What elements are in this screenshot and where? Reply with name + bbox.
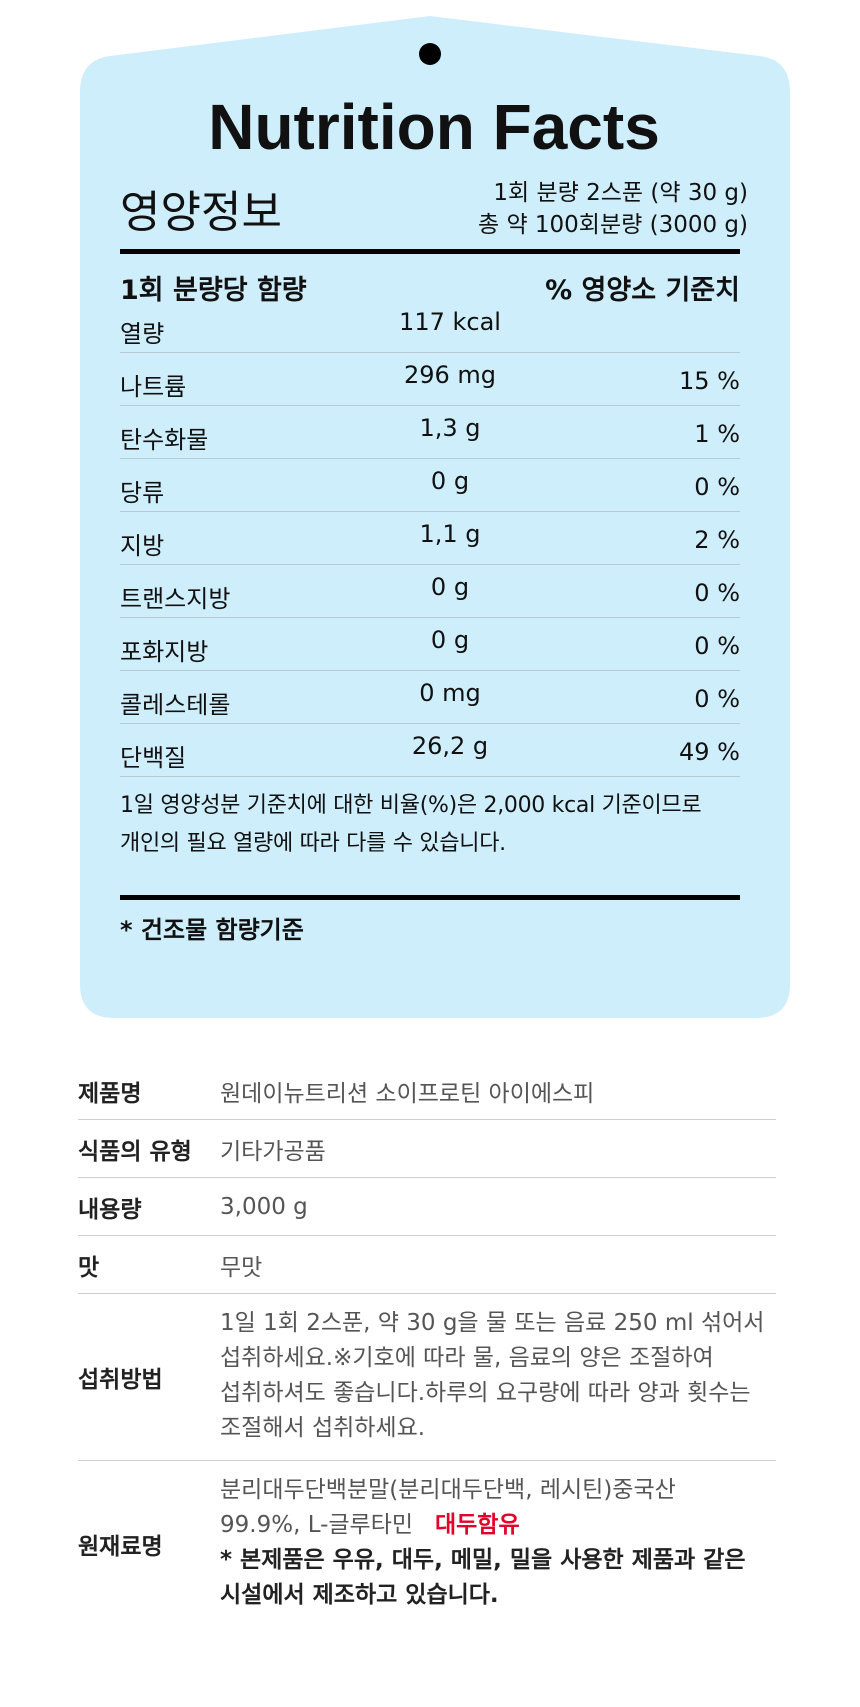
nutrient-amount: 26,2 g	[411, 732, 489, 760]
info-value: 분리대두단백분말(분리대두단백, 레시틴)중국산 99.9%, L-글루타민 대…	[220, 1461, 776, 1627]
nutrient-name: 탄수화물	[120, 426, 209, 454]
info-row-volume: 내용량 3,000 g	[78, 1178, 776, 1236]
nutrient-name: 나트륨	[120, 373, 187, 401]
nutrient-row: 지방 1,1 g 2 %	[120, 512, 740, 565]
serving-info: 1회 분량 2스푼 (약 30 g) 총 약 100회분량 (3000 g)	[478, 177, 748, 241]
info-label: 식품의 유형	[78, 1138, 192, 1165]
panel-subhead: 영양정보 1회 분량 2스푼 (약 30 g) 총 약 100회분량 (3000…	[120, 177, 748, 241]
basis-note: * 건조물 함량기준	[120, 916, 304, 944]
nutrient-dv: 0 %	[694, 632, 740, 660]
nutrient-row: 탄수화물 1,3 g 1 %	[120, 406, 740, 459]
dv-footnote: 1일 영양성분 기준치에 대한 비율(%)은 2,000 kcal 기준이므로 …	[120, 787, 740, 863]
info-label: 섭취방법	[78, 1367, 163, 1393]
info-label: 제품명	[78, 1080, 142, 1107]
allergen-badge: 대두함유	[434, 1512, 520, 1538]
info-row-ingredients: 원재료명 분리대두단백분말(분리대두단백, 레시틴)중국산 99.9%, L-글…	[78, 1461, 776, 1627]
nutrient-row: 콜레스테롤 0 mg 0 %	[120, 671, 740, 724]
nutrient-amount: 296 mg	[403, 361, 497, 389]
info-value: 무맛	[220, 1254, 263, 1281]
nutrient-dv: 0 %	[694, 685, 740, 713]
info-value: 1일 1회 2스푼, 약 30 g을 물 또는 음료 250 ml 섞어서 섭취…	[220, 1294, 776, 1460]
nutrient-name: 트랜스지방	[120, 585, 231, 613]
ingredients-line: 분리대두단백분말(분리대두단백, 레시틴)중국산	[220, 1477, 676, 1503]
panel-title: Nutrition Facts	[208, 91, 660, 163]
nutrient-name: 콜레스테롤	[120, 691, 231, 719]
nutrient-dv: 0 %	[694, 473, 740, 501]
col-dv-header: % 영양소 기준치	[545, 275, 740, 306]
nutrient-amount: 0 g	[430, 467, 470, 495]
nutrient-amount: 0 g	[430, 573, 470, 601]
footnote-line-1: 1일 영양성분 기준치에 대한 비율(%)은 2,000 kcal 기준이므로	[120, 793, 702, 818]
nutrient-amount: 1,1 g	[419, 520, 481, 548]
nutrient-amount: 0 mg	[419, 679, 481, 707]
nutrition-panel: Nutrition Facts 영양정보 1회 분량 2스푼 (약 30 g) …	[120, 91, 748, 945]
nutrient-dv: 2 %	[694, 526, 740, 554]
serving-line-2: 총 약 100회분량 (3000 g)	[477, 212, 748, 238]
nutrient-name: 지방	[120, 532, 165, 560]
nutrient-amount: 0 g	[430, 626, 470, 654]
product-info-table: 제품명 원데이뉴트리션 소이프로틴 아이에스피 식품의 유형 기타가공품 내용량…	[78, 1062, 776, 1627]
divider-thick-bottom	[120, 895, 740, 900]
nutrient-dv: 1 %	[694, 420, 740, 448]
nutrient-dv: 49 %	[679, 738, 740, 766]
divider-thick	[120, 249, 740, 254]
nutrient-name: 단백질	[120, 744, 187, 772]
ingredients-line-2: 99.9%, L-글루타민	[220, 1512, 414, 1538]
facility-notice: 시설에서 제조하고 있습니다.	[220, 1582, 499, 1608]
method-line: 1일 1회 2스푼, 약 30 g을 물 또는 음료 250 ml 섞어서	[220, 1310, 765, 1336]
footnote-line-2: 개인의 필요 열량에 따라 다를 수 있습니다.	[120, 831, 506, 856]
info-label: 내용량	[78, 1196, 142, 1223]
nutrient-row: 열량 117 kcal	[120, 300, 740, 353]
nutrient-name: 열량	[120, 320, 165, 348]
tag-shape	[80, 16, 790, 1018]
nutrient-row: 단백질 26,2 g 49 %	[120, 724, 740, 777]
kr-title: 영양정보	[120, 187, 282, 238]
ingredients-line: 99.9%, L-글루타민 대두함유	[220, 1508, 776, 1543]
info-row-product: 제품명 원데이뉴트리션 소이프로틴 아이에스피	[78, 1062, 776, 1120]
nutrient-name: 포화지방	[120, 638, 209, 666]
nutrient-dv: 15 %	[679, 367, 740, 395]
nutrient-row: 트랜스지방 0 g 0 %	[120, 565, 740, 618]
nutrient-row: 나트륨 296 mg 15 %	[120, 353, 740, 406]
nutrient-amount: 117 kcal	[399, 308, 501, 336]
tag-hole	[419, 43, 441, 65]
method-line: 조절해서 섭취하세요.	[220, 1415, 426, 1441]
serving-line-1: 1회 분량 2스푼 (약 30 g)	[493, 180, 748, 206]
col-amount-header: 1회 분량당 함량	[120, 275, 307, 306]
column-header: 1회 분량당 함량 % 영양소 기준치	[120, 254, 740, 306]
info-label: 맛	[78, 1254, 100, 1281]
nutrition-tag: Nutrition Facts 영양정보 1회 분량 2스푼 (약 30 g) …	[80, 16, 790, 1018]
nutrient-row: 포화지방 0 g 0 %	[120, 618, 740, 671]
info-value: 원데이뉴트리션 소이프로틴 아이에스피	[220, 1080, 595, 1107]
info-label: 원재료명	[78, 1534, 163, 1560]
info-row-method: 섭취방법 1일 1회 2스푼, 약 30 g을 물 또는 음료 250 ml 섞…	[78, 1294, 776, 1461]
info-value: 기타가공품	[220, 1138, 326, 1165]
info-row-taste: 맛 무맛	[78, 1236, 776, 1294]
info-row-type: 식품의 유형 기타가공품	[78, 1120, 776, 1178]
method-line: 섭취하셔도 좋습니다.하루의 요구량에 따라 양과 횟수는	[220, 1380, 751, 1406]
facility-notice: * 본제품은 우유, 대두, 메밀, 밀을 사용한 제품과 같은	[220, 1547, 746, 1573]
nutrient-amount: 1,3 g	[419, 414, 481, 442]
info-value: 3,000 g	[220, 1193, 308, 1220]
method-line: 섭취하세요.※기호에 따라 물, 음료의 양은 조절하여	[220, 1345, 714, 1371]
nutrient-name: 당류	[120, 479, 165, 507]
nutrient-row: 당류 0 g 0 %	[120, 459, 740, 512]
nutrient-dv: 0 %	[694, 579, 740, 607]
